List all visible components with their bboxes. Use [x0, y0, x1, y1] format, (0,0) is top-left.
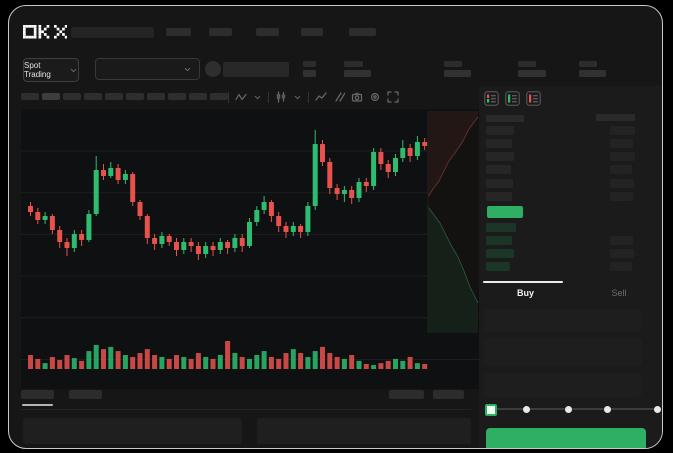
timeframe-button[interactable]	[126, 93, 144, 100]
ticker-stat-label-placeholder	[444, 61, 462, 67]
ticker-stat-label-placeholder	[344, 61, 363, 67]
ask-price-bar[interactable]	[486, 126, 514, 135]
line-chart-icon[interactable]	[315, 91, 327, 103]
ask-price-bar[interactable]	[486, 165, 511, 174]
market-type-label: Spot Trading	[24, 61, 51, 79]
bottom-tab-placeholder[interactable]	[21, 390, 54, 399]
okx-logo[interactable]	[23, 25, 68, 40]
ask-amount-bar[interactable]	[610, 179, 634, 188]
toolbar-divider	[228, 91, 229, 103]
camera-icon[interactable]	[351, 91, 363, 103]
book-bids-icon[interactable]	[505, 91, 520, 106]
ticker-stat-label-placeholder	[303, 61, 316, 67]
tab-sell[interactable]: Sell	[572, 286, 662, 300]
ticker-stat-label-placeholder	[579, 61, 597, 67]
tab-buy-label: Buy	[516, 288, 534, 298]
timeframe-button[interactable]	[84, 93, 102, 100]
book-both-icon[interactable]	[484, 91, 499, 106]
orderbook-panel: Buy Sell	[479, 86, 662, 448]
slider-stop[interactable]	[522, 406, 530, 413]
pair-search-placeholder[interactable]	[71, 27, 154, 38]
slider-stop[interactable]	[603, 406, 611, 413]
timeframe-button[interactable]	[210, 93, 228, 100]
book-asks-icon[interactable]	[526, 91, 541, 106]
orderbook-header-price-placeholder	[486, 115, 524, 122]
bottom-action-placeholder[interactable]	[389, 390, 424, 399]
ticker-stat-value-placeholder	[344, 69, 371, 77]
bid-price-bar[interactable]	[486, 262, 510, 271]
ticker-stat-value-placeholder	[444, 69, 471, 77]
bid-amount-bar[interactable]	[610, 262, 632, 271]
buy-tab-underline	[483, 281, 563, 283]
ask-price-bar[interactable]	[486, 192, 512, 201]
order-field-price[interactable]	[484, 309, 642, 332]
price-chart[interactable]	[21, 109, 479, 389]
nav-item-placeholder[interactable]	[349, 28, 376, 36]
bottom-tab-placeholder[interactable]	[69, 390, 102, 399]
nav-item-placeholder[interactable]	[166, 28, 191, 36]
slider-stop[interactable]	[564, 406, 572, 413]
bid-price-bar[interactable]	[486, 236, 512, 245]
chevron-down-icon	[69, 66, 78, 75]
bid-amount-bar[interactable]	[610, 236, 633, 245]
timeframe-button[interactable]	[105, 93, 123, 100]
coin-avatar[interactable]	[205, 61, 221, 77]
slider-handle[interactable]	[485, 404, 497, 416]
ticker-stat-label-placeholder	[518, 61, 536, 67]
amount-slider[interactable]	[489, 408, 657, 410]
bottom-content-placeholder	[23, 418, 242, 444]
tab-sell-label: Sell	[611, 288, 627, 298]
ticker-stat-value-placeholder	[518, 69, 546, 77]
settings-icon[interactable]	[369, 91, 381, 103]
toolbar-divider	[308, 91, 309, 103]
candle-style-icon[interactable]	[275, 91, 287, 103]
bottom-content-placeholder	[257, 418, 471, 444]
ask-price-bar[interactable]	[486, 152, 514, 161]
nav-item-placeholder[interactable]	[209, 28, 232, 36]
timeframe-button[interactable]	[21, 93, 39, 100]
order-field-total[interactable]	[484, 373, 642, 397]
indicator-icon[interactable]	[235, 91, 247, 103]
ask-amount-bar[interactable]	[610, 152, 635, 161]
ticker-stat-value-placeholder	[303, 69, 316, 77]
ask-price-bar[interactable]	[486, 139, 512, 148]
ticker-stat-value-placeholder	[579, 69, 606, 77]
timeframe-button[interactable]	[147, 93, 165, 100]
submit-buy-button[interactable]	[486, 428, 646, 448]
ask-amount-bar[interactable]	[610, 165, 632, 174]
pair-name-placeholder[interactable]	[223, 62, 289, 77]
nav-item-placeholder[interactable]	[256, 28, 279, 36]
toolbar-divider	[268, 91, 269, 103]
timeframe-button[interactable]	[42, 93, 60, 100]
ask-amount-bar[interactable]	[610, 139, 633, 148]
ask-amount-bar[interactable]	[610, 192, 633, 201]
bottom-action-placeholder[interactable]	[433, 390, 464, 399]
last-price-highlight[interactable]	[487, 206, 523, 218]
nav-item-placeholder[interactable]	[301, 28, 323, 36]
bottom-divider	[21, 409, 471, 410]
app-window: Spot Trading Buy Sell	[8, 5, 663, 449]
bid-price-bar[interactable]	[486, 249, 514, 258]
chevron-down-icon[interactable]	[293, 93, 302, 102]
ask-price-bar[interactable]	[486, 179, 513, 188]
price-chart-svg[interactable]	[21, 109, 479, 389]
active-tab-underline	[22, 404, 53, 406]
tab-buy[interactable]: Buy	[479, 286, 572, 300]
chevron-down-icon	[183, 65, 192, 74]
bid-amount-bar[interactable]	[610, 249, 634, 258]
fullscreen-icon[interactable]	[387, 91, 399, 103]
compare-icon[interactable]	[333, 91, 345, 103]
timeframe-button[interactable]	[189, 93, 207, 100]
market-type-selector[interactable]: Spot Trading	[23, 58, 79, 82]
chevron-down-icon[interactable]	[253, 93, 262, 102]
pair-dropdown[interactable]	[95, 58, 200, 80]
orderbook-header-amount-placeholder	[596, 114, 635, 121]
bid-price-bar[interactable]	[486, 223, 516, 232]
ask-amount-bar[interactable]	[610, 126, 635, 135]
chart-tools	[228, 91, 399, 103]
slider-stop[interactable]	[653, 406, 661, 413]
order-field-amount[interactable]	[484, 338, 642, 366]
timeframe-button[interactable]	[63, 93, 81, 100]
timeframe-button[interactable]	[168, 93, 186, 100]
